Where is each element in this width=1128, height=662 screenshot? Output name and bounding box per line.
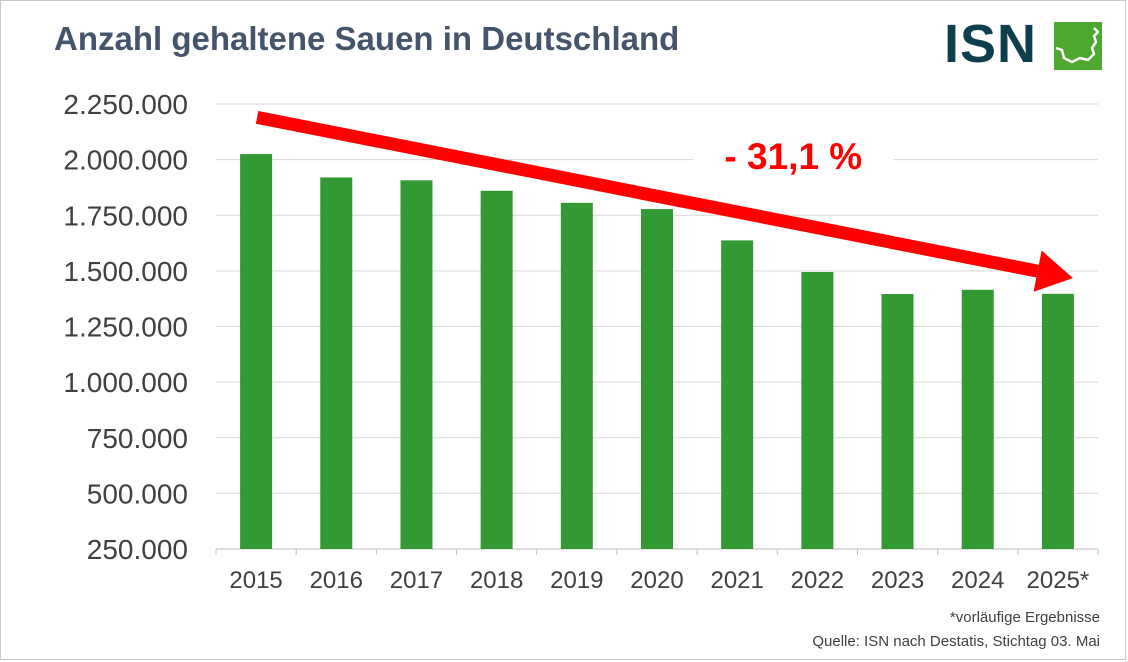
bar-2015 bbox=[240, 154, 273, 549]
y-tick-label: 1.500.000 bbox=[63, 256, 188, 287]
x-tick-label: 2018 bbox=[470, 567, 523, 594]
bar-2020 bbox=[641, 209, 673, 549]
footnote-source: Quelle: ISN nach Destatis, Stichtag 03. … bbox=[812, 633, 1100, 650]
bar-2016 bbox=[320, 177, 353, 550]
bar-2019 bbox=[560, 202, 593, 550]
x-tick-label: 2021 bbox=[710, 567, 763, 594]
x-tick-label: 2024 bbox=[951, 567, 1004, 594]
x-tick-label: 2017 bbox=[390, 567, 443, 594]
bar-2018 bbox=[480, 190, 513, 549]
x-tick-label: 2025* bbox=[1027, 567, 1090, 594]
y-tick-label: 500.000 bbox=[87, 478, 188, 509]
logo-text: ISN bbox=[944, 14, 1038, 74]
y-tick-label: 1.000.000 bbox=[63, 367, 188, 398]
trend-arrow-line bbox=[255, 110, 1039, 278]
y-tick-label: 750.000 bbox=[87, 423, 188, 454]
y-tick-label: 2.250.000 bbox=[63, 89, 188, 120]
x-tick-label: 2020 bbox=[630, 567, 683, 594]
bar-2022 bbox=[801, 271, 834, 549]
annotation-backdrop bbox=[693, 134, 894, 176]
bar-2024 bbox=[961, 289, 994, 549]
footnote-preliminary: *vorläufige Ergebnisse bbox=[949, 609, 1100, 626]
x-tick-label: 2022 bbox=[791, 567, 844, 594]
x-tick-label: 2023 bbox=[871, 567, 924, 594]
isn-logo: ISN bbox=[944, 16, 1104, 72]
bar-2025* bbox=[1041, 293, 1074, 549]
bar-2021 bbox=[721, 240, 754, 549]
y-tick-label: 2.000.000 bbox=[63, 145, 188, 176]
bar-2017 bbox=[400, 180, 433, 549]
y-tick-label: 1.750.000 bbox=[63, 200, 188, 231]
chart-title: Anzahl gehaltene Sauen in Deutschland bbox=[54, 20, 680, 57]
x-tick-label: 2019 bbox=[550, 567, 603, 594]
pig-icon bbox=[1054, 22, 1102, 70]
x-tick-label: 2015 bbox=[229, 567, 282, 594]
bar-2023 bbox=[881, 294, 914, 549]
y-tick-label: 1.250.000 bbox=[63, 312, 188, 343]
x-tick-label: 2016 bbox=[310, 567, 363, 594]
annotation-label: - 31,1 % bbox=[724, 136, 862, 177]
y-tick-label: 250.000 bbox=[87, 534, 188, 565]
trend-arrow-head bbox=[1033, 250, 1073, 292]
